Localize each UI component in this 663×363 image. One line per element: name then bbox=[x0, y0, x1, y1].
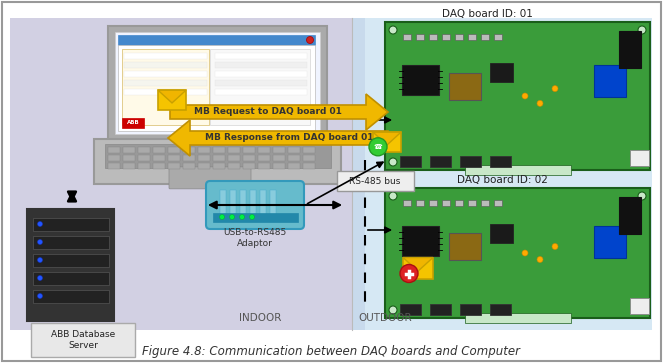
FancyBboxPatch shape bbox=[481, 200, 489, 206]
FancyBboxPatch shape bbox=[619, 197, 641, 234]
FancyBboxPatch shape bbox=[32, 253, 109, 266]
Text: DAQ board ID: 01: DAQ board ID: 01 bbox=[442, 9, 533, 19]
Polygon shape bbox=[168, 120, 388, 156]
Circle shape bbox=[537, 101, 543, 106]
FancyBboxPatch shape bbox=[105, 144, 330, 168]
FancyBboxPatch shape bbox=[210, 49, 310, 125]
Circle shape bbox=[552, 244, 558, 249]
FancyBboxPatch shape bbox=[272, 155, 285, 161]
FancyBboxPatch shape bbox=[158, 90, 186, 110]
FancyBboxPatch shape bbox=[215, 71, 307, 77]
FancyBboxPatch shape bbox=[183, 163, 196, 169]
Circle shape bbox=[522, 93, 528, 99]
FancyBboxPatch shape bbox=[32, 272, 109, 285]
FancyBboxPatch shape bbox=[213, 212, 298, 221]
FancyBboxPatch shape bbox=[124, 71, 207, 77]
FancyBboxPatch shape bbox=[430, 303, 450, 314]
FancyBboxPatch shape bbox=[152, 147, 165, 153]
FancyBboxPatch shape bbox=[449, 232, 481, 260]
Polygon shape bbox=[170, 94, 388, 130]
Text: ABB: ABB bbox=[127, 120, 139, 125]
Text: MB Request to DAQ board 01: MB Request to DAQ board 01 bbox=[194, 107, 342, 117]
Circle shape bbox=[389, 26, 397, 34]
FancyBboxPatch shape bbox=[138, 163, 151, 169]
FancyBboxPatch shape bbox=[215, 80, 307, 86]
Circle shape bbox=[552, 86, 558, 91]
FancyBboxPatch shape bbox=[213, 163, 225, 169]
FancyBboxPatch shape bbox=[465, 165, 570, 175]
FancyBboxPatch shape bbox=[230, 190, 236, 218]
Circle shape bbox=[389, 158, 397, 166]
FancyBboxPatch shape bbox=[152, 163, 165, 169]
Polygon shape bbox=[403, 257, 433, 271]
FancyBboxPatch shape bbox=[489, 155, 511, 167]
FancyBboxPatch shape bbox=[270, 190, 276, 218]
FancyBboxPatch shape bbox=[402, 34, 411, 40]
FancyBboxPatch shape bbox=[152, 155, 165, 161]
FancyBboxPatch shape bbox=[481, 34, 489, 40]
FancyBboxPatch shape bbox=[121, 49, 209, 125]
FancyBboxPatch shape bbox=[416, 200, 424, 206]
FancyBboxPatch shape bbox=[138, 155, 151, 161]
FancyBboxPatch shape bbox=[227, 163, 240, 169]
FancyBboxPatch shape bbox=[629, 150, 648, 166]
Circle shape bbox=[638, 26, 646, 34]
FancyBboxPatch shape bbox=[124, 80, 207, 86]
Text: MB Response from DAQ board 01: MB Response from DAQ board 01 bbox=[205, 134, 373, 143]
FancyBboxPatch shape bbox=[455, 34, 463, 40]
FancyBboxPatch shape bbox=[467, 34, 476, 40]
FancyBboxPatch shape bbox=[243, 163, 255, 169]
FancyBboxPatch shape bbox=[403, 257, 433, 278]
Text: USB-to-RS485
Adaptor: USB-to-RS485 Adaptor bbox=[223, 228, 286, 248]
FancyBboxPatch shape bbox=[459, 303, 481, 314]
FancyBboxPatch shape bbox=[494, 200, 503, 206]
FancyBboxPatch shape bbox=[122, 118, 145, 128]
FancyBboxPatch shape bbox=[272, 147, 285, 153]
FancyBboxPatch shape bbox=[220, 190, 226, 218]
FancyBboxPatch shape bbox=[108, 26, 327, 142]
Circle shape bbox=[400, 265, 418, 282]
FancyBboxPatch shape bbox=[94, 139, 341, 184]
FancyBboxPatch shape bbox=[385, 188, 650, 318]
FancyBboxPatch shape bbox=[213, 155, 225, 161]
FancyBboxPatch shape bbox=[243, 147, 255, 153]
FancyBboxPatch shape bbox=[250, 190, 256, 218]
FancyBboxPatch shape bbox=[467, 200, 476, 206]
FancyBboxPatch shape bbox=[400, 303, 420, 314]
FancyBboxPatch shape bbox=[303, 163, 316, 169]
FancyBboxPatch shape bbox=[243, 155, 255, 161]
FancyBboxPatch shape bbox=[303, 155, 316, 161]
FancyBboxPatch shape bbox=[449, 73, 481, 100]
Circle shape bbox=[537, 257, 543, 262]
Circle shape bbox=[38, 221, 42, 227]
Circle shape bbox=[229, 215, 235, 220]
FancyBboxPatch shape bbox=[430, 155, 450, 167]
FancyBboxPatch shape bbox=[168, 147, 180, 153]
Circle shape bbox=[369, 138, 387, 156]
Text: OUTDOOR: OUTDOOR bbox=[358, 313, 412, 323]
FancyBboxPatch shape bbox=[594, 226, 626, 258]
FancyBboxPatch shape bbox=[32, 217, 109, 231]
FancyBboxPatch shape bbox=[442, 34, 450, 40]
FancyBboxPatch shape bbox=[459, 155, 481, 167]
FancyBboxPatch shape bbox=[260, 190, 266, 218]
FancyBboxPatch shape bbox=[337, 171, 414, 191]
FancyBboxPatch shape bbox=[115, 32, 320, 134]
FancyBboxPatch shape bbox=[258, 163, 271, 169]
FancyBboxPatch shape bbox=[288, 163, 300, 169]
Circle shape bbox=[239, 215, 245, 220]
FancyBboxPatch shape bbox=[303, 147, 316, 153]
FancyBboxPatch shape bbox=[629, 298, 648, 314]
FancyBboxPatch shape bbox=[489, 224, 512, 243]
Circle shape bbox=[219, 215, 225, 220]
FancyBboxPatch shape bbox=[402, 226, 439, 256]
Polygon shape bbox=[373, 132, 401, 145]
FancyBboxPatch shape bbox=[215, 89, 307, 95]
FancyBboxPatch shape bbox=[455, 200, 463, 206]
FancyBboxPatch shape bbox=[183, 155, 196, 161]
FancyBboxPatch shape bbox=[385, 22, 650, 170]
FancyBboxPatch shape bbox=[123, 163, 135, 169]
Circle shape bbox=[389, 192, 397, 200]
FancyBboxPatch shape bbox=[594, 65, 626, 97]
